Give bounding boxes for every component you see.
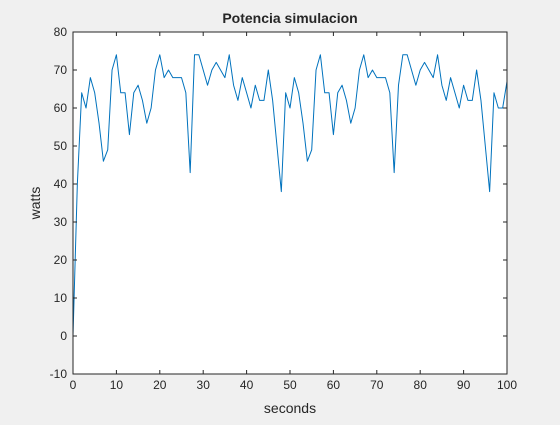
x-tick-label: 60 (327, 378, 341, 392)
chart-title: Potencia simulacion (222, 10, 357, 26)
y-tick-label: 20 (54, 253, 68, 267)
plot-area (73, 32, 507, 374)
x-tick-label: 40 (240, 378, 254, 392)
y-tick-label: 30 (54, 215, 68, 229)
y-tick-label: -10 (50, 367, 68, 381)
y-tick-label: 60 (54, 101, 68, 115)
x-tick-label: 30 (197, 378, 211, 392)
x-tick-labels: 0 10 20 30 40 50 60 70 80 90 100 (70, 378, 518, 392)
y-axis-label: watts (27, 187, 43, 221)
x-tick-label: 0 (70, 378, 77, 392)
x-axis-label: seconds (264, 400, 316, 416)
y-tick-label: 70 (54, 63, 68, 77)
x-tick-label: 90 (457, 378, 471, 392)
series-layer (72, 54, 508, 337)
x-tick-label: 70 (370, 378, 384, 392)
y-tick-labels: -10 0 10 20 30 40 50 60 70 80 (50, 25, 68, 381)
y-tick-label: 10 (54, 291, 68, 305)
y-tick-label: 50 (54, 139, 68, 153)
x-tick-label: 20 (153, 378, 167, 392)
y-tick-label: 0 (60, 329, 67, 343)
x-tick-label: 80 (414, 378, 428, 392)
y-tick-label: 40 (54, 177, 68, 191)
x-tick-label: 50 (283, 378, 297, 392)
series-line (72, 54, 508, 337)
x-tick-label: 10 (110, 378, 124, 392)
x-tick-label: 100 (497, 378, 517, 392)
axes-box (72, 31, 508, 375)
y-tick-label: 80 (54, 25, 68, 39)
